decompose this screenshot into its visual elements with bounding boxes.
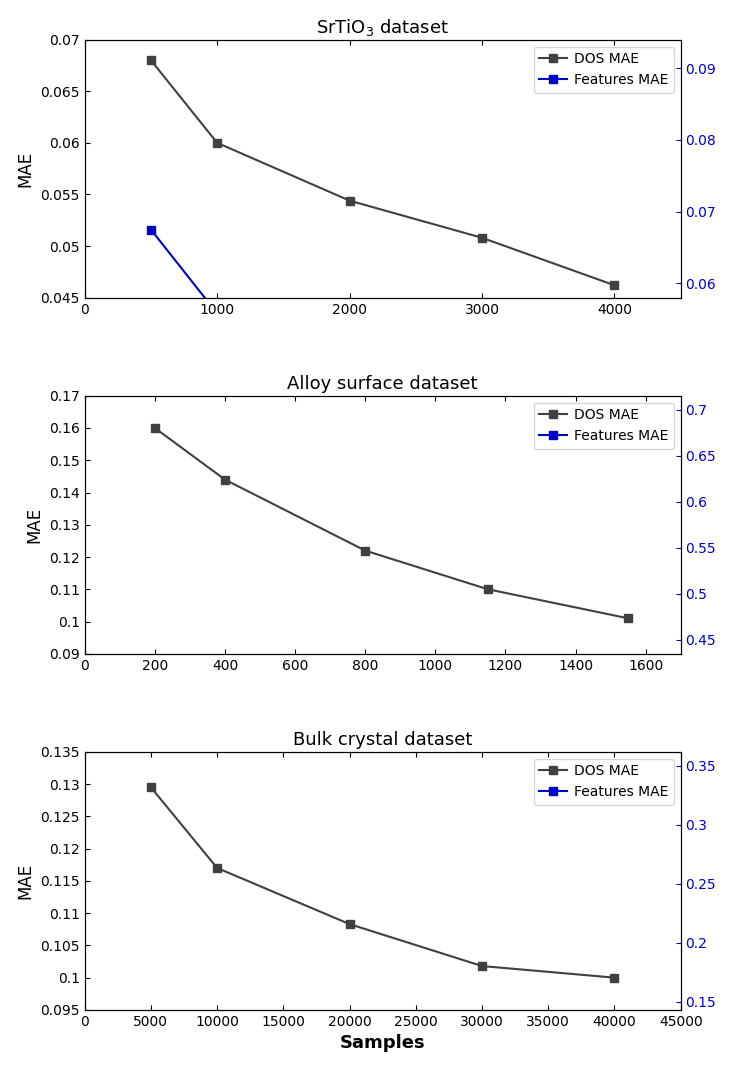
Y-axis label: MAE: MAE [17,863,34,899]
DOS MAE [361,544,369,557]
Line: Features MAE: Features MAE [147,1020,619,1067]
DOS MAE [610,279,619,292]
DOS MAE [147,781,155,794]
Features MAE [624,957,633,970]
Legend: DOS MAE, Features MAE: DOS MAE, Features MAE [534,403,674,449]
Features MAE [478,346,487,359]
Title: Alloy surface dataset: Alloy surface dataset [287,375,478,392]
Features MAE [213,307,221,320]
Y-axis label: MAE: MAE [26,507,43,543]
Legend: DOS MAE, Features MAE: DOS MAE, Features MAE [534,759,674,805]
Title: SrTiO$_3$ dataset: SrTiO$_3$ dataset [316,17,449,37]
DOS MAE [213,862,221,874]
Line: DOS MAE: DOS MAE [151,423,633,622]
DOS MAE [345,195,354,207]
Legend: DOS MAE, Features MAE: DOS MAE, Features MAE [534,47,674,93]
Line: Features MAE: Features MAE [147,226,619,377]
Title: Bulk crystal dataset: Bulk crystal dataset [293,731,472,749]
Line: Features MAE: Features MAE [151,904,633,967]
DOS MAE [213,137,221,150]
Line: DOS MAE: DOS MAE [147,784,619,981]
Features MAE [345,1042,354,1055]
DOS MAE [478,960,487,973]
Line: DOS MAE: DOS MAE [147,56,619,290]
DOS MAE [624,611,633,624]
Features MAE [361,944,369,957]
X-axis label: Samples: Samples [340,1035,426,1052]
Features MAE [221,928,229,941]
Features MAE [345,345,354,358]
Features MAE [213,1027,221,1040]
Features MAE [147,1018,155,1031]
DOS MAE [478,231,487,244]
DOS MAE [147,53,155,66]
Features MAE [478,1051,487,1064]
Features MAE [150,902,159,915]
DOS MAE [150,421,159,434]
DOS MAE [610,972,619,985]
Features MAE [484,949,493,962]
DOS MAE [221,474,229,486]
Features MAE [610,367,619,379]
Features MAE [147,223,155,236]
DOS MAE [345,917,354,930]
Y-axis label: MAE: MAE [17,151,34,187]
DOS MAE [484,583,493,595]
Features MAE [610,1056,619,1069]
